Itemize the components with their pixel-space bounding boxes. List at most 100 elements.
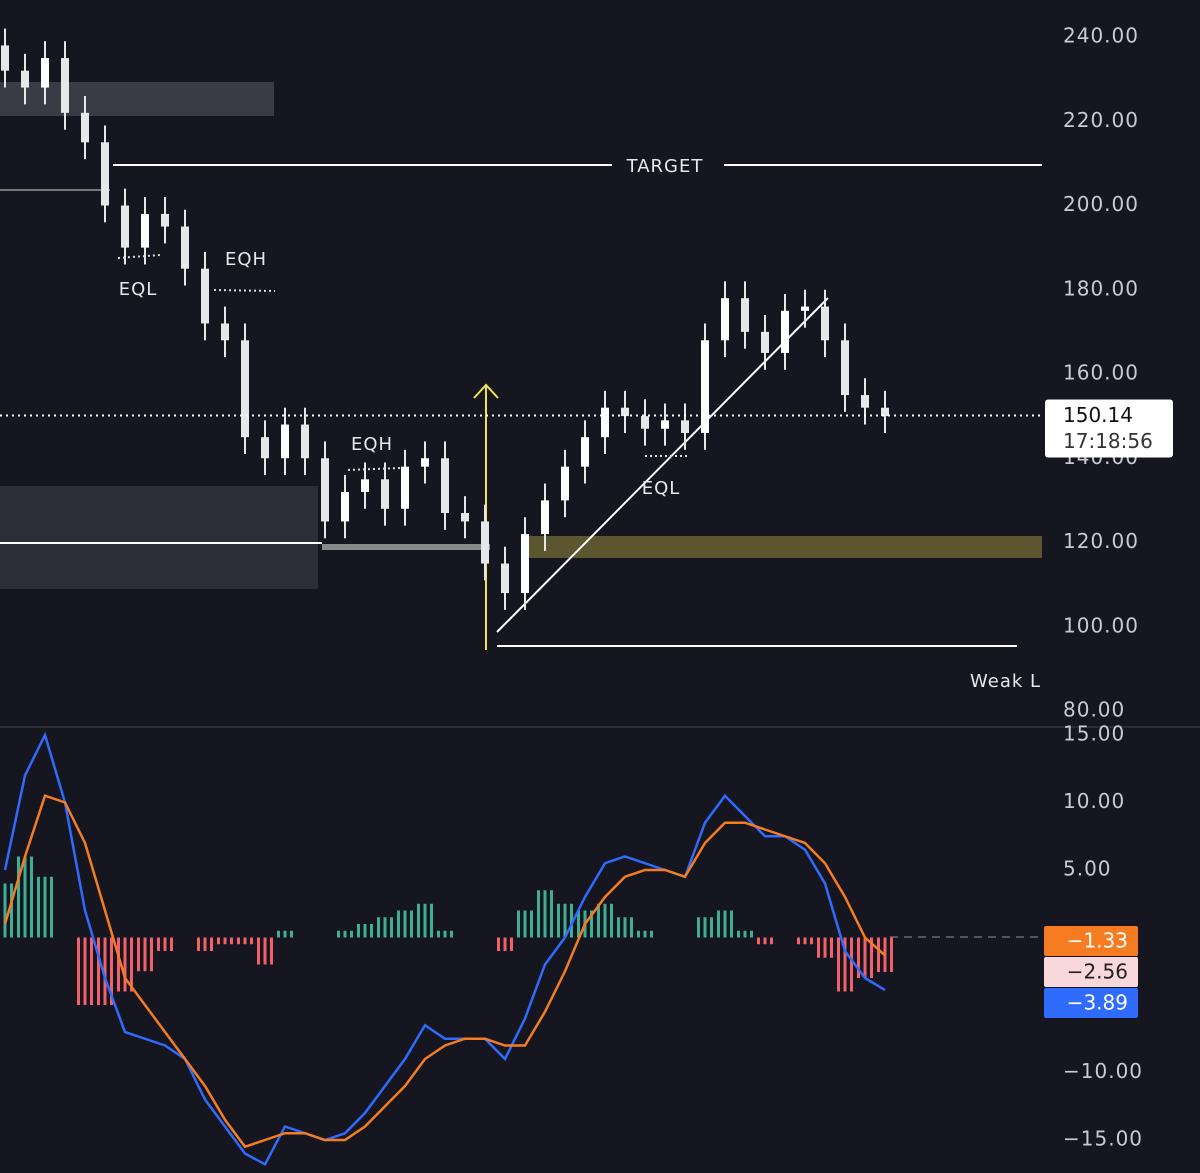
- candle-body: [781, 310, 789, 353]
- histogram-bar: [417, 903, 420, 938]
- histogram-bar: [817, 937, 820, 958]
- histogram-bar: [837, 937, 840, 992]
- y-tick-label: 240.00: [1063, 24, 1139, 48]
- histogram-bar: [523, 910, 527, 938]
- histogram-bar: [497, 937, 500, 951]
- annotation: EQH: [351, 434, 393, 455]
- histogram-bar: [857, 937, 860, 978]
- histogram-bar: [10, 883, 13, 938]
- histogram-bar: [530, 910, 533, 938]
- histogram-bar: [17, 856, 20, 938]
- histogram-bar: [723, 910, 727, 938]
- candle-body: [201, 268, 209, 324]
- histogram-bar: [890, 937, 893, 973]
- histogram-bar: [383, 917, 387, 938]
- candle-body: [721, 298, 729, 341]
- y-tick-label: 160.00: [1063, 361, 1139, 385]
- histogram-bar: [563, 903, 567, 938]
- candle-body: [641, 416, 649, 429]
- candle-body: [321, 458, 329, 522]
- histogram-bar: [543, 890, 547, 938]
- histogram-bar: [237, 937, 240, 945]
- histogram-bar: [230, 937, 233, 945]
- y-tick-label: 200.00: [1063, 192, 1139, 216]
- histogram-bar: [90, 937, 93, 1005]
- candle-body: [141, 213, 149, 248]
- candle-body: [841, 340, 849, 396]
- histogram-bar: [763, 937, 767, 945]
- y-tick-label: 10.00: [1063, 789, 1125, 813]
- candle-body: [261, 437, 269, 459]
- candle-body: [541, 500, 549, 535]
- y-tick-label: 80.00: [1063, 698, 1125, 722]
- y-tick-label: 100.00: [1063, 613, 1139, 637]
- annotation: EQL: [119, 279, 158, 300]
- histogram-bar: [150, 937, 153, 972]
- candle-body: [241, 340, 249, 438]
- candle-body: [701, 340, 709, 433]
- histogram-bar: [357, 924, 360, 938]
- histogram-bar: [550, 890, 553, 938]
- histogram-bar: [37, 876, 40, 938]
- y-tick-label: 180.00: [1063, 276, 1139, 300]
- histogram-bar: [143, 937, 147, 972]
- candle-body: [441, 458, 449, 514]
- histogram-bar: [743, 930, 747, 938]
- histogram-bar: [163, 937, 167, 951]
- candle-body: [121, 205, 129, 248]
- histogram-bar: [30, 856, 33, 938]
- histogram-bar: [717, 910, 720, 938]
- histogram-bar: [590, 910, 593, 938]
- candle-body: [661, 420, 669, 429]
- histogram-bar: [410, 910, 413, 938]
- histogram-bar: [450, 930, 453, 938]
- histogram-bar: [650, 930, 653, 938]
- annotation: EQH: [225, 249, 267, 270]
- histogram-bar: [430, 903, 433, 938]
- candle-body: [741, 298, 749, 332]
- histogram-bar: [23, 856, 27, 938]
- histogram-bar: [443, 930, 447, 938]
- candle-body: [681, 420, 689, 433]
- candle-body: [361, 479, 369, 492]
- histogram-bar: [257, 937, 260, 965]
- histogram-bar: [130, 937, 133, 992]
- histogram-bar: [770, 937, 773, 945]
- price-box: [1045, 399, 1173, 458]
- histogram-bar: [623, 917, 627, 938]
- arrow-head: [473, 383, 499, 399]
- annotation: EQL: [642, 478, 681, 499]
- candle-body: [461, 513, 469, 522]
- histogram-bar: [277, 930, 280, 938]
- annotation: TARGET: [626, 156, 704, 177]
- value-box: [1044, 988, 1138, 1018]
- price-label: 150.14: [1063, 403, 1133, 427]
- value-label: −2.56: [1067, 960, 1128, 984]
- candle-body: [861, 395, 869, 408]
- countdown: 17:18:56: [1063, 429, 1153, 453]
- candle-body: [421, 458, 429, 467]
- candle-body: [561, 466, 569, 501]
- histogram-bar: [263, 937, 267, 965]
- histogram-bar: [537, 890, 540, 938]
- candle-body: [81, 112, 89, 143]
- candle-body: [521, 534, 529, 594]
- candle-body: [381, 479, 389, 509]
- histogram-bar: [697, 917, 700, 938]
- histogram-bar: [397, 910, 400, 938]
- y-tick-label: −10.00: [1063, 1059, 1143, 1083]
- y-tick-label: −15.00: [1063, 1127, 1143, 1151]
- histogram-bar: [637, 930, 640, 938]
- histogram-bar: [370, 924, 373, 938]
- histogram-bar: [597, 903, 600, 938]
- eq-line: [117, 254, 690, 471]
- histogram-bar: [170, 937, 173, 951]
- histogram-bar: [377, 917, 380, 938]
- value-label: −3.89: [1067, 991, 1128, 1015]
- histogram-bar: [197, 937, 200, 951]
- histogram-bar: [703, 917, 707, 938]
- histogram-bar: [630, 917, 633, 938]
- histogram-bar: [643, 930, 647, 938]
- candle-body: [221, 323, 229, 341]
- candle-body: [161, 213, 169, 227]
